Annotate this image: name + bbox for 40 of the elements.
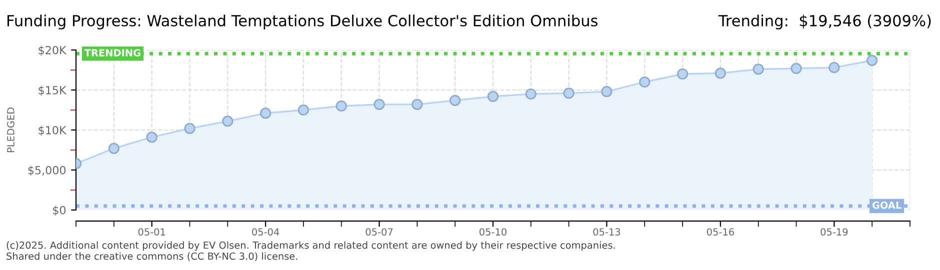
y-tick-label: $0 <box>53 206 66 216</box>
point <box>714 68 726 79</box>
point <box>260 108 272 119</box>
text: Shared under the creative commons (CC BY-NC 3.0) license. <box>6 252 298 261</box>
y-tick-label: $10K <box>38 126 67 136</box>
point <box>676 68 688 80</box>
point <box>450 94 461 106</box>
point <box>752 64 764 75</box>
x-tick-label: 05-07 <box>366 228 393 236</box>
x-tick-label: 05-19 <box>820 228 848 236</box>
point <box>601 86 612 98</box>
point <box>828 62 840 74</box>
point <box>866 54 878 66</box>
x-tick-label: 05-16 <box>706 228 734 236</box>
point <box>563 88 574 99</box>
point <box>108 142 120 154</box>
x-tick-label: 05-13 <box>593 228 620 236</box>
point <box>525 88 536 100</box>
chart-title: Funding Progress: Wasteland Temptations Deluxe Collector's Edition Omnibus <box>8 14 598 30</box>
point <box>146 132 158 143</box>
y-tick-label: $5,000 <box>28 166 66 176</box>
point <box>336 100 347 112</box>
point <box>374 98 385 110</box>
ref-line-label: GOAL <box>872 201 902 209</box>
text: Trending: $19,546 (3909%) <box>718 14 931 30</box>
y-axis-title: PLEDGED <box>7 108 14 152</box>
point <box>412 98 423 110</box>
point <box>184 122 196 134</box>
x-tick-label: 05-10 <box>480 228 506 236</box>
point <box>790 62 802 74</box>
text: (c)2025. Additional content provided by EV Olsen. Trademarks and related content are owned by their respective companies. <box>6 241 615 251</box>
point <box>298 104 310 116</box>
ref-line-label: TRENDING <box>84 49 140 56</box>
point <box>487 90 499 102</box>
y-tick-label: $15K <box>38 86 67 96</box>
x-tick-label: 05-04 <box>252 228 280 236</box>
y-tick-label: $20K <box>38 46 67 56</box>
point <box>639 76 650 88</box>
point <box>222 116 234 127</box>
x-tick-label: 05-01 <box>138 228 166 236</box>
